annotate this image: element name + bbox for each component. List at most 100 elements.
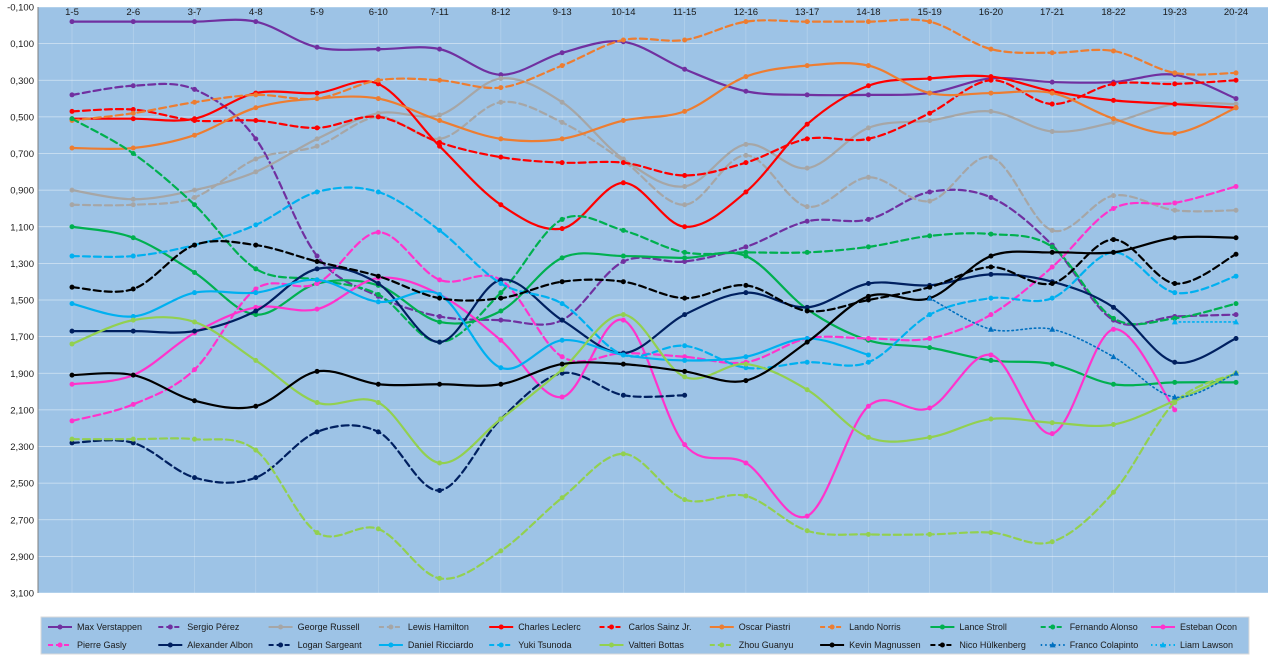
data-point — [314, 259, 320, 265]
data-point — [1110, 48, 1116, 54]
data-point — [192, 436, 198, 442]
data-point — [1172, 70, 1178, 76]
data-point — [988, 74, 994, 80]
data-point — [375, 281, 381, 287]
x-tick-label: 15-19 — [918, 7, 942, 18]
data-point — [743, 493, 749, 499]
data-point — [130, 202, 136, 208]
data-point — [804, 19, 810, 25]
data-point — [192, 328, 198, 334]
legend-marker — [278, 624, 284, 630]
data-point — [69, 436, 75, 442]
data-point — [130, 328, 136, 334]
data-point — [1172, 359, 1178, 365]
data-point — [1049, 361, 1055, 367]
data-point — [865, 359, 871, 365]
data-point — [1049, 281, 1055, 287]
data-point — [69, 145, 75, 151]
data-point — [559, 337, 565, 343]
data-point — [375, 299, 381, 305]
legend-marker — [1160, 641, 1166, 648]
data-point — [69, 418, 75, 424]
legend-marker — [167, 642, 173, 648]
y-tick-label: 3,100 — [10, 589, 34, 600]
data-point — [559, 99, 565, 105]
data-point — [130, 116, 136, 122]
data-point — [1233, 370, 1239, 376]
data-point — [314, 306, 320, 312]
data-point — [498, 317, 504, 323]
data-point — [620, 253, 626, 259]
data-point — [988, 271, 994, 277]
data-point — [1233, 101, 1239, 107]
data-point — [375, 114, 381, 120]
data-point — [437, 381, 443, 387]
data-point — [437, 319, 443, 325]
series-zhou-guanyu — [69, 370, 1239, 581]
x-tick-label: 16-20 — [979, 7, 1003, 18]
series-kevin-magnussen — [69, 235, 1239, 410]
data-point — [130, 317, 136, 323]
data-point — [498, 202, 504, 208]
y-tick-label: 0,900 — [10, 186, 34, 197]
data-point — [804, 339, 810, 345]
data-point — [559, 255, 565, 261]
data-point — [314, 90, 320, 96]
data-point — [1049, 420, 1055, 426]
data-point — [1110, 326, 1116, 332]
data-point — [682, 295, 688, 301]
legend-marker — [939, 624, 945, 630]
legend-label: Lando Norris — [849, 622, 901, 632]
data-point — [1049, 129, 1055, 135]
data-point — [69, 202, 75, 208]
data-point — [375, 46, 381, 52]
data-point — [682, 392, 688, 398]
data-point — [437, 143, 443, 149]
data-point — [1172, 200, 1178, 206]
data-point — [69, 341, 75, 347]
data-point — [988, 352, 994, 358]
data-point — [1110, 193, 1116, 199]
series-line — [70, 79, 1238, 177]
data-point — [743, 74, 749, 80]
legend-marker — [388, 624, 394, 630]
series-lando-norris — [69, 18, 1239, 124]
data-point — [314, 136, 320, 142]
data-point — [1172, 290, 1178, 296]
data-point — [927, 312, 933, 318]
data-point — [1172, 130, 1178, 136]
data-point — [620, 259, 626, 265]
legend-label: Oscar Piastri — [739, 622, 791, 632]
data-point — [69, 301, 75, 307]
data-point — [375, 400, 381, 406]
data-point — [743, 290, 749, 296]
data-point — [1110, 205, 1116, 211]
y-tick-label: 1,500 — [10, 296, 34, 307]
data-point — [743, 354, 749, 360]
data-point — [498, 75, 504, 81]
data-point — [743, 253, 749, 259]
data-point — [1049, 326, 1056, 332]
legend-label: Nico Hülkenberg — [959, 640, 1026, 650]
legend-label: Logan Sargeant — [298, 640, 363, 650]
data-point — [927, 90, 933, 96]
y-tick-label: 1,700 — [10, 332, 34, 343]
data-point — [865, 293, 871, 299]
x-tick-label: 6-10 — [369, 7, 388, 18]
data-point — [253, 136, 259, 142]
data-point — [804, 249, 810, 255]
series-line — [70, 18, 1238, 122]
data-point — [498, 308, 504, 314]
data-point — [620, 279, 626, 285]
data-point — [192, 132, 198, 138]
data-point — [253, 169, 259, 175]
data-point — [804, 165, 810, 171]
gridlines — [37, 6, 1268, 594]
data-point — [926, 294, 933, 301]
data-point — [314, 277, 320, 283]
data-point — [1172, 207, 1178, 213]
data-point — [192, 290, 198, 296]
legend-label: Kevin Magnussen — [849, 640, 921, 650]
data-point — [498, 281, 504, 287]
